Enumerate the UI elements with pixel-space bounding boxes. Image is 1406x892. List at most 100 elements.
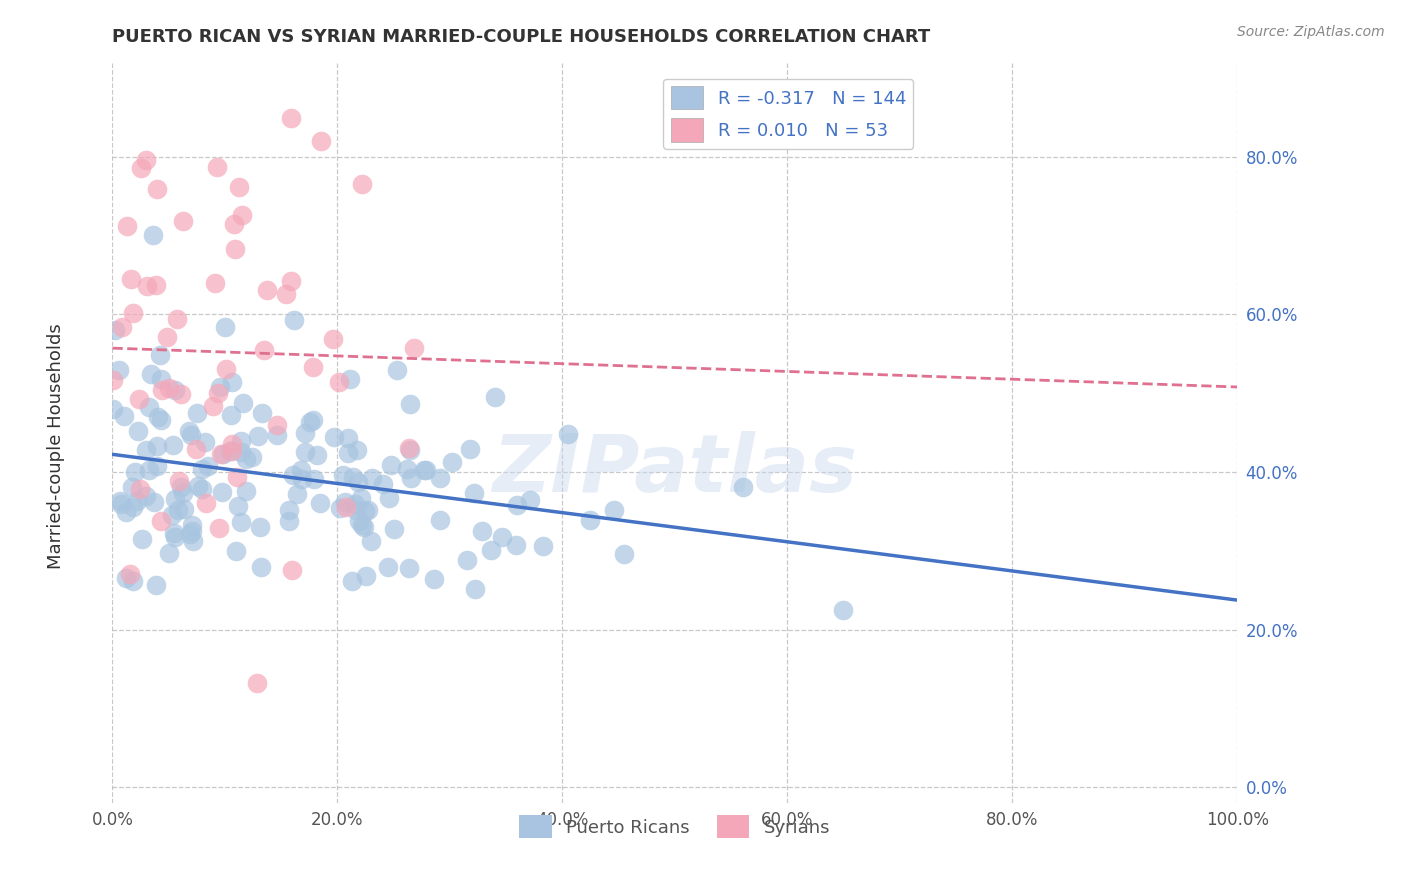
Point <box>294 425 316 440</box>
Point <box>309 134 332 148</box>
Text: Source: ZipAtlas.com: Source: ZipAtlas.com <box>1237 25 1385 39</box>
Point <box>322 332 344 346</box>
Point <box>219 409 242 423</box>
Point <box>228 180 250 194</box>
Point <box>124 465 146 479</box>
Point <box>131 533 153 547</box>
Point <box>128 482 150 496</box>
Point <box>278 515 301 529</box>
Point <box>733 480 755 494</box>
Point <box>229 445 252 459</box>
Point <box>209 380 232 394</box>
Point <box>145 578 167 592</box>
Point <box>138 463 160 477</box>
Point <box>129 161 152 175</box>
Point <box>463 485 485 500</box>
Point <box>377 560 399 574</box>
Point <box>214 320 236 334</box>
Point <box>127 424 149 438</box>
Point <box>280 112 302 126</box>
Point <box>110 497 132 511</box>
Point <box>231 434 253 449</box>
Point <box>138 401 160 415</box>
Point <box>145 277 167 292</box>
Point <box>354 569 377 583</box>
Point <box>347 514 370 528</box>
Point <box>302 359 325 374</box>
Point <box>353 503 375 517</box>
Point <box>172 485 194 500</box>
Point <box>398 441 420 455</box>
Point <box>347 475 370 489</box>
Point <box>193 435 215 450</box>
Point <box>121 480 143 494</box>
Point <box>429 471 451 485</box>
Text: PUERTO RICAN VS SYRIAN MARRIED-COUPLE HOUSEHOLDS CORRELATION CHART: PUERTO RICAN VS SYRIAN MARRIED-COUPLE HO… <box>112 28 931 45</box>
Point <box>308 496 330 510</box>
Point <box>266 428 288 442</box>
Point <box>235 484 257 499</box>
Point <box>104 323 127 337</box>
Point <box>222 217 245 231</box>
Point <box>167 474 190 488</box>
Point <box>412 463 434 477</box>
Point <box>125 494 148 508</box>
Legend: Puerto Ricans, Syrians: Puerto Ricans, Syrians <box>512 808 838 846</box>
Point <box>111 319 134 334</box>
Point <box>181 524 204 538</box>
Point <box>352 177 374 191</box>
Point <box>186 406 208 420</box>
Point <box>378 491 401 505</box>
Point <box>299 415 322 429</box>
Point <box>166 311 188 326</box>
Point <box>191 462 214 476</box>
Point <box>150 514 173 528</box>
Point <box>149 371 172 385</box>
Point <box>361 470 384 484</box>
Point <box>464 582 486 596</box>
Point <box>280 275 302 289</box>
Point <box>157 546 180 560</box>
Point <box>332 467 354 482</box>
Point <box>613 547 636 561</box>
Point <box>380 458 402 472</box>
Point <box>135 442 157 457</box>
Point <box>121 574 143 588</box>
Point <box>256 283 278 297</box>
Point <box>404 341 426 355</box>
Point <box>146 182 169 196</box>
Point <box>135 153 157 167</box>
Point <box>340 574 363 588</box>
Point <box>146 458 169 473</box>
Point <box>112 409 135 424</box>
Point <box>335 500 357 515</box>
Point <box>283 468 305 483</box>
Point <box>150 383 173 397</box>
Point <box>173 501 195 516</box>
Point <box>169 480 191 494</box>
Point <box>212 447 235 461</box>
Point <box>115 219 138 234</box>
Point <box>150 413 173 427</box>
Point <box>484 390 506 404</box>
Point <box>221 375 243 389</box>
Point <box>360 533 382 548</box>
Point <box>170 387 193 401</box>
Point <box>181 517 204 532</box>
Point <box>115 570 138 584</box>
Point <box>157 381 180 395</box>
Point <box>344 502 367 516</box>
Point <box>356 503 378 517</box>
Point <box>179 527 201 541</box>
Point <box>471 524 494 538</box>
Text: Married-couple Households: Married-couple Households <box>48 323 65 569</box>
Point <box>135 489 157 503</box>
Point <box>235 452 257 467</box>
Point <box>166 502 188 516</box>
Point <box>346 442 368 457</box>
Point <box>163 530 186 544</box>
Point <box>831 603 853 617</box>
Point <box>165 384 187 398</box>
Point <box>204 276 226 290</box>
Point <box>384 522 406 536</box>
